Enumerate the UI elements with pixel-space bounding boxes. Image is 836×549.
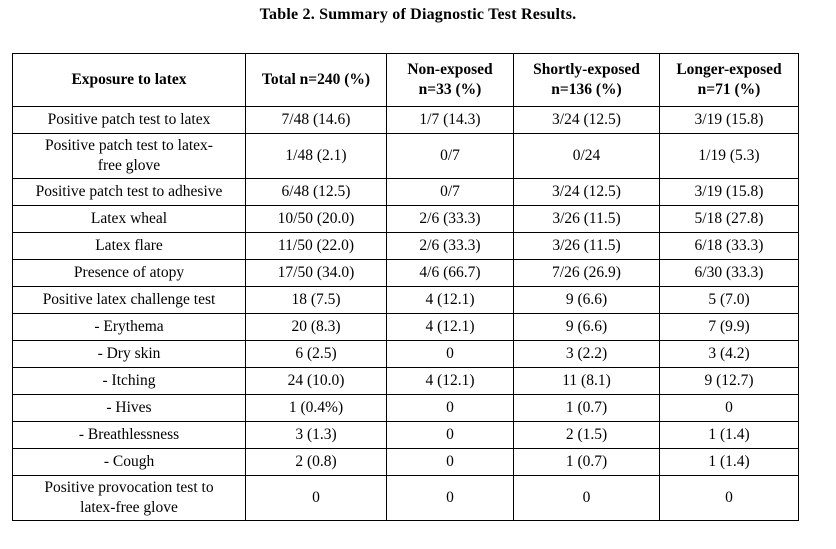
table-cell: 4 (12.1) [386,313,514,341]
table-cell: 0 [386,475,514,521]
table-cell: 6/48 (12.5) [245,178,387,206]
table-cell: 24 (10.0) [245,367,387,395]
table-cell: 9 (6.6) [513,313,660,341]
table-cell: 7/48 (14.6) [245,106,387,134]
table-cell: 18 (7.5) [245,286,387,314]
row-label: - Itching [12,367,246,395]
table-cell: 0 [245,475,387,521]
table-row: - Erythema 20 (8.3) 4 (12.1) 9 (6.6) 7 (9.9) [12,313,799,341]
table-cell: 6/30 (33.3) [659,259,799,287]
table-cell: 7/26 (26.9) [513,259,660,287]
table-cell: 7 (9.9) [659,313,799,341]
table-cell: 0/7 [386,133,514,179]
table-cell: 1 (0.7) [513,448,660,476]
diagnostic-results-table: Exposure to latex Total n=240 (%) Non-ex… [12,53,799,521]
table-row: - Breathlessness 3 (1.3) 0 2 (1.5) 1 (1.4) [12,421,799,449]
table-cell: 1/7 (14.3) [386,106,514,134]
table-cell: 10/50 (20.0) [245,205,387,233]
table-cell: 4/6 (66.7) [386,259,514,287]
table-cell: 3/19 (15.8) [659,106,799,134]
table-cell: 3/26 (11.5) [513,232,660,260]
table-cell: 6/18 (33.3) [659,232,799,260]
table-row: Positive patch test to latex- free glove… [12,133,799,179]
table-cell: 1 (0.7) [513,394,660,422]
row-label: Latex flare [12,232,246,260]
row-label: Presence of atopy [12,259,246,287]
row-label: - Hives [12,394,246,422]
column-header-shortly-exposed: Shortly-exposed n=136 (%) [513,53,660,107]
table-cell: 3 (4.2) [659,340,799,368]
table-row: - Itching 24 (10.0) 4 (12.1) 11 (8.1) 9 (12.… [12,367,799,395]
table-cell: 3/24 (12.5) [513,178,660,206]
table-cell: 11 (8.1) [513,367,660,395]
table-cell: 1/19 (5.3) [659,133,799,179]
table-cell: 0 [386,340,514,368]
table-title: Table 2. Summary of Diagnostic Test Resu… [259,6,577,23]
table-cell: 5/18 (27.8) [659,205,799,233]
row-label: - Dry skin [12,340,246,368]
table-cell: 0/24 [513,133,660,179]
table-cell: 3/19 (15.8) [659,178,799,206]
row-label: Positive patch test to adhesive [12,178,246,206]
table-cell: 5 (7.0) [659,286,799,314]
table-cell: 2 (1.5) [513,421,660,449]
table-cell: 0 [386,394,514,422]
table-cell: 3/24 (12.5) [513,106,660,134]
column-header-exposure: Exposure to latex [12,53,246,107]
row-label: Positive patch test to latex [12,106,246,134]
row-label: - Cough [12,448,246,476]
table-cell: 0 [386,421,514,449]
row-label: Latex wheal [12,205,246,233]
table-row: Latex flare 11/50 (22.0) 2/6 (33.3) 3/26 (1… [12,232,799,260]
row-label: - Breathlessness [12,421,246,449]
table-row: Positive patch test to adhesive 6/48 (12.… [12,178,799,206]
row-label: Positive patch test to latex- free glove [12,133,246,179]
table-cell: 11/50 (22.0) [245,232,387,260]
table-cell: 2/6 (33.3) [386,232,514,260]
table-cell: 2 (0.8) [245,448,387,476]
table-cell: 9 (6.6) [513,286,660,314]
table-cell: 3 (2.2) [513,340,660,368]
table-cell: 2/6 (33.3) [386,205,514,233]
table-cell: 4 (12.1) [386,286,514,314]
table-cell: 0 [659,475,799,521]
table-row: Positive patch test to latex 7/48 (14.6) 1… [12,106,799,134]
table-cell: 20 (8.3) [245,313,387,341]
table-cell: 1/48 (2.1) [245,133,387,179]
table-row: Positive latex challenge test 18 (7.5) 4 (… [12,286,799,314]
table-cell: 3 (1.3) [245,421,387,449]
table-row: Presence of atopy 17/50 (34.0) 4/6 (66.7) 7… [12,259,799,287]
table-row: - Dry skin 6 (2.5) 0 3 (2.2) 3 (4.2) [12,340,799,368]
row-label: Positive latex challenge test [12,286,246,314]
table-cell: 17/50 (34.0) [245,259,387,287]
table-row: - Hives 1 (0.4%) 0 1 (0.7) 0 [12,394,799,422]
table-cell: 1 (1.4) [659,448,799,476]
table-cell: 0 [513,475,660,521]
table-cell: 1 (0.4%) [245,394,387,422]
table-row: Latex wheal 10/50 (20.0) 2/6 (33.3) 3/26 (1… [12,205,799,233]
column-header-non-exposed: Non-exposed n=33 (%) [386,53,514,107]
table-header-row: Exposure to latex Total n=240 (%) Non-ex… [12,53,799,107]
column-header-total: Total n=240 (%) [245,53,387,107]
table-row: - Cough 2 (0.8) 0 1 (0.7) 1 (1.4) [12,448,799,476]
row-label: - Erythema [12,313,246,341]
table-row: Positive provocation test to latex-free … [12,475,799,521]
table-cell: 0/7 [386,178,514,206]
table-cell: 1 (1.4) [659,421,799,449]
table-cell: 4 (12.1) [386,367,514,395]
table-cell: 3/26 (11.5) [513,205,660,233]
column-header-longer-exposed: Longer-exposed n=71 (%) [659,53,799,107]
table-cell: 0 [386,448,514,476]
table-cell: 6 (2.5) [245,340,387,368]
table-cell: 0 [659,394,799,422]
table-cell: 9 (12.7) [659,367,799,395]
row-label: Positive provocation test to latex-free … [12,475,246,521]
